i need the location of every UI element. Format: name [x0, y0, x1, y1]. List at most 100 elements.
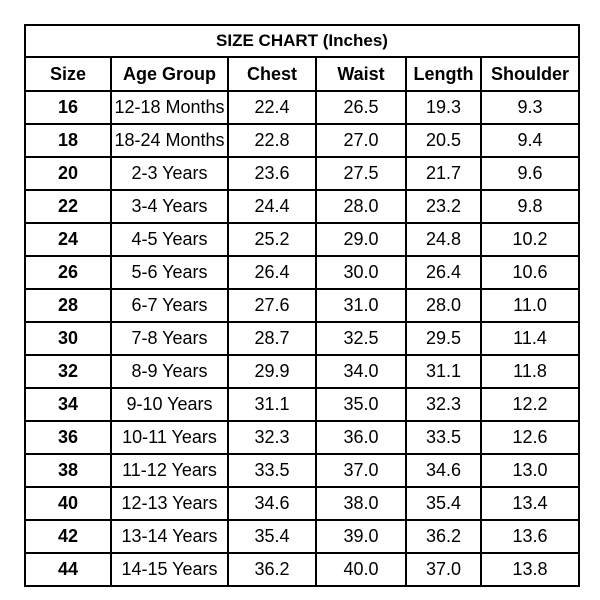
- chest-cell: 31.1: [227, 387, 317, 422]
- size-cell: 44: [24, 552, 112, 587]
- shoulder-cell: 11.8: [480, 354, 580, 389]
- size-cell: 24: [24, 222, 112, 257]
- size-cell: 40: [24, 486, 112, 521]
- age-group-cell: 2-3 Years: [110, 156, 229, 191]
- table-row: 20 2-3 Years 23.6 27.5 21.7 9.6: [24, 156, 580, 191]
- size-chart-body: 16 12-18 Months 22.4 26.5 19.3 9.3 18 18-24 Mon…: [24, 90, 580, 587]
- size-cell: 38: [24, 453, 112, 488]
- age-group-cell: 18-24 Months: [110, 123, 229, 158]
- chest-cell: 29.9: [227, 354, 317, 389]
- age-group-cell: 14-15 Years: [110, 552, 229, 587]
- waist-cell: 26.5: [315, 90, 407, 125]
- age-group-cell: 3-4 Years: [110, 189, 229, 224]
- chest-cell: 23.6: [227, 156, 317, 191]
- table-row: 38 11-12 Years 33.5 37.0 34.6 13.0: [24, 453, 580, 488]
- shoulder-cell: 12.2: [480, 387, 580, 422]
- length-cell: 33.5: [405, 420, 482, 455]
- size-cell: 16: [24, 90, 112, 125]
- waist-cell: 38.0: [315, 486, 407, 521]
- waist-cell: 36.0: [315, 420, 407, 455]
- chest-cell: 22.8: [227, 123, 317, 158]
- table-row: 42 13-14 Years 35.4 39.0 36.2 13.6: [24, 519, 580, 554]
- table-row: 34 9-10 Years 31.1 35.0 32.3 12.2: [24, 387, 580, 422]
- length-cell: 35.4: [405, 486, 482, 521]
- waist-cell: 39.0: [315, 519, 407, 554]
- table-row: 32 8-9 Years 29.9 34.0 31.1 11.8: [24, 354, 580, 389]
- waist-cell: 40.0: [315, 552, 407, 587]
- chest-cell: 24.4: [227, 189, 317, 224]
- age-group-cell: 13-14 Years: [110, 519, 229, 554]
- shoulder-cell: 9.6: [480, 156, 580, 191]
- shoulder-cell: 13.8: [480, 552, 580, 587]
- length-cell: 20.5: [405, 123, 482, 158]
- column-header-length: Length: [405, 56, 482, 92]
- shoulder-cell: 13.4: [480, 486, 580, 521]
- shoulder-cell: 12.6: [480, 420, 580, 455]
- table-row: 28 6-7 Years 27.6 31.0 28.0 11.0: [24, 288, 580, 323]
- size-cell: 22: [24, 189, 112, 224]
- waist-cell: 35.0: [315, 387, 407, 422]
- size-cell: 28: [24, 288, 112, 323]
- chest-cell: 26.4: [227, 255, 317, 290]
- size-cell: 20: [24, 156, 112, 191]
- table-row: 44 14-15 Years 36.2 40.0 37.0 13.8: [24, 552, 580, 587]
- chest-cell: 25.2: [227, 222, 317, 257]
- length-cell: 34.6: [405, 453, 482, 488]
- age-group-cell: 12-18 Months: [110, 90, 229, 125]
- age-group-cell: 11-12 Years: [110, 453, 229, 488]
- title-row: SIZE CHART (Inches): [24, 24, 580, 58]
- chest-cell: 33.5: [227, 453, 317, 488]
- size-chart-table: SIZE CHART (Inches) Size Age Group Chest…: [24, 24, 580, 587]
- table-row: 40 12-13 Years 34.6 38.0 35.4 13.4: [24, 486, 580, 521]
- shoulder-cell: 9.3: [480, 90, 580, 125]
- length-cell: 21.7: [405, 156, 482, 191]
- table-row: 36 10-11 Years 32.3 36.0 33.5 12.6: [24, 420, 580, 455]
- table-row: 16 12-18 Months 22.4 26.5 19.3 9.3: [24, 90, 580, 125]
- column-header-chest: Chest: [227, 56, 317, 92]
- table-row: 22 3-4 Years 24.4 28.0 23.2 9.8: [24, 189, 580, 224]
- age-group-cell: 5-6 Years: [110, 255, 229, 290]
- shoulder-cell: 13.6: [480, 519, 580, 554]
- chart-title: SIZE CHART (Inches): [24, 24, 580, 58]
- size-cell: 32: [24, 354, 112, 389]
- shoulder-cell: 9.8: [480, 189, 580, 224]
- column-header-waist: Waist: [315, 56, 407, 92]
- chest-cell: 22.4: [227, 90, 317, 125]
- length-cell: 23.2: [405, 189, 482, 224]
- shoulder-cell: 9.4: [480, 123, 580, 158]
- shoulder-cell: 11.4: [480, 321, 580, 356]
- waist-cell: 31.0: [315, 288, 407, 323]
- size-cell: 30: [24, 321, 112, 356]
- age-group-cell: 7-8 Years: [110, 321, 229, 356]
- length-cell: 24.8: [405, 222, 482, 257]
- age-group-cell: 4-5 Years: [110, 222, 229, 257]
- size-cell: 26: [24, 255, 112, 290]
- chest-cell: 32.3: [227, 420, 317, 455]
- length-cell: 29.5: [405, 321, 482, 356]
- waist-cell: 28.0: [315, 189, 407, 224]
- size-cell: 18: [24, 123, 112, 158]
- length-cell: 19.3: [405, 90, 482, 125]
- header-row: Size Age Group Chest Waist Length Should…: [24, 56, 580, 92]
- age-group-cell: 12-13 Years: [110, 486, 229, 521]
- table-row: 18 18-24 Months 22.8 27.0 20.5 9.4: [24, 123, 580, 158]
- shoulder-cell: 10.2: [480, 222, 580, 257]
- shoulder-cell: 11.0: [480, 288, 580, 323]
- age-group-cell: 9-10 Years: [110, 387, 229, 422]
- chest-cell: 35.4: [227, 519, 317, 554]
- chest-cell: 34.6: [227, 486, 317, 521]
- length-cell: 32.3: [405, 387, 482, 422]
- table-row: 26 5-6 Years 26.4 30.0 26.4 10.6: [24, 255, 580, 290]
- table-row: 24 4-5 Years 25.2 29.0 24.8 10.2: [24, 222, 580, 257]
- waist-cell: 32.5: [315, 321, 407, 356]
- size-cell: 42: [24, 519, 112, 554]
- column-header-size: Size: [24, 56, 112, 92]
- waist-cell: 30.0: [315, 255, 407, 290]
- age-group-cell: 6-7 Years: [110, 288, 229, 323]
- size-cell: 36: [24, 420, 112, 455]
- chest-cell: 28.7: [227, 321, 317, 356]
- chest-cell: 27.6: [227, 288, 317, 323]
- length-cell: 36.2: [405, 519, 482, 554]
- shoulder-cell: 13.0: [480, 453, 580, 488]
